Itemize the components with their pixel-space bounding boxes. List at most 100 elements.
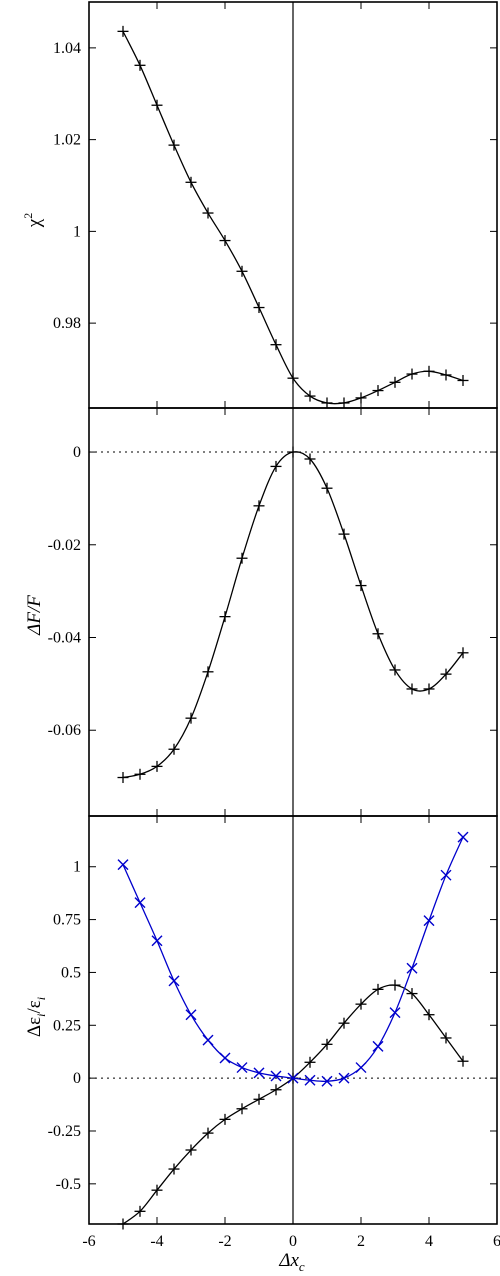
data-point (202, 666, 214, 678)
y-tick-label: 0.25 (53, 1017, 81, 1034)
cross-marker-b (457, 831, 469, 843)
cross-marker-b (151, 935, 163, 947)
data-point (236, 552, 248, 564)
y-axis-title-chi2: χ2 (21, 213, 45, 228)
data-point (338, 1017, 350, 1029)
data-point (355, 580, 367, 592)
data-point (304, 453, 316, 465)
x-axis: -6 -4 -2 0 2 4 6 (82, 1233, 500, 1250)
cross-marker-b (253, 1067, 265, 1079)
y-axis-title-chi2-main: χ (24, 218, 45, 228)
y-axis-title-deps-den-sub: i (34, 997, 48, 1000)
data-point (134, 1205, 146, 1217)
cross-marker-b (134, 897, 146, 909)
x-tick-label: -2 (218, 1233, 231, 1250)
data-point (253, 1093, 265, 1105)
y-tick-label: 1.02 (53, 132, 81, 149)
cross-marker-b (236, 1062, 248, 1074)
data-point (355, 998, 367, 1010)
data-point (287, 372, 299, 384)
panel-dF: -0.06 -0.04 -0.02 0 (48, 407, 498, 817)
data-point (338, 1072, 350, 1084)
data-point (389, 376, 401, 388)
data-point (321, 1038, 333, 1050)
data-point (304, 1056, 316, 1068)
cross-marker-b (219, 1052, 231, 1064)
data-point (440, 668, 452, 680)
x-tick-label: 4 (425, 1233, 433, 1250)
data-point (117, 859, 129, 871)
y-tick-label: -0.02 (48, 537, 81, 554)
y-axis-title-chi2-sup: 2 (21, 213, 35, 219)
data-point (202, 1034, 214, 1046)
data-point (168, 139, 180, 151)
data-point (372, 1040, 384, 1052)
y-tick-label: -0.06 (48, 722, 81, 739)
x-tick-label: 0 (289, 1233, 297, 1250)
y-tick-label: 0 (73, 1070, 81, 1087)
y-axis-title-dF: ΔF/F (24, 595, 45, 636)
cross-marker-b (185, 1009, 197, 1021)
x-tick-label: 2 (357, 1233, 365, 1250)
panel-deps: -0.5 -0.25 0 0.25 0.5 0.75 1 (48, 815, 498, 1230)
data-point (440, 869, 452, 881)
data-point (236, 1103, 248, 1115)
data-point (372, 628, 384, 640)
cross-marker-b (168, 975, 180, 987)
data-point (236, 1062, 248, 1074)
data-point (287, 446, 299, 458)
y-axis-title-deps-num-sub: i (34, 1014, 48, 1017)
cross-marker-b (304, 1074, 316, 1086)
data-point (219, 1113, 231, 1125)
y-tick-label: 1.04 (53, 40, 81, 57)
data-point (253, 500, 265, 512)
data-point (253, 1067, 265, 1079)
data-point (253, 302, 265, 314)
data-point (355, 1062, 367, 1074)
data-point (321, 1075, 333, 1087)
data-point (457, 374, 469, 386)
data-point (423, 915, 435, 927)
x-axis-title-main: Δx (278, 1250, 299, 1271)
y-tick-label: -0.25 (48, 1123, 81, 1140)
data-point (151, 760, 163, 772)
y-axis-title-deps-den: ε (24, 1000, 45, 1008)
data-point (168, 975, 180, 987)
data-point (270, 339, 282, 351)
data-point (219, 611, 231, 623)
data-point (202, 207, 214, 219)
data-point (338, 397, 350, 409)
data-point (423, 1009, 435, 1021)
data-point (151, 935, 163, 947)
y-tick-label: 0.75 (53, 912, 81, 929)
panel-chi2: 0.98 1 1.02 1.04 (53, 1, 498, 409)
data-point (457, 1055, 469, 1067)
data-point (389, 1007, 401, 1019)
y-axis-title-deps-num: Δε (24, 1017, 45, 1037)
data-point (185, 176, 197, 188)
data-point (202, 1127, 214, 1139)
data-point (219, 235, 231, 247)
data-point (134, 59, 146, 71)
cross-marker-b (117, 859, 129, 871)
data-point (270, 1084, 282, 1096)
data-point (168, 743, 180, 755)
data-point (185, 712, 197, 724)
cross-marker-b (423, 915, 435, 927)
y-tick-label: 1 (73, 223, 81, 240)
data-point (236, 265, 248, 277)
data-point (423, 683, 435, 695)
data-point (134, 768, 146, 780)
data-point (372, 385, 384, 397)
data-point (406, 962, 418, 974)
y-axis-title-deps: Δεi/εi (24, 997, 48, 1037)
data-point (185, 1009, 197, 1021)
data-point (457, 647, 469, 659)
y-axis-title-deps-slash: / (24, 1008, 45, 1014)
data-point (321, 482, 333, 494)
x-axis-title: Δxc (278, 1250, 305, 1274)
x-tick-label: 6 (493, 1233, 500, 1250)
y-tick-label: 0.98 (53, 315, 81, 332)
data-point (389, 664, 401, 676)
cross-marker-b (321, 1075, 333, 1087)
